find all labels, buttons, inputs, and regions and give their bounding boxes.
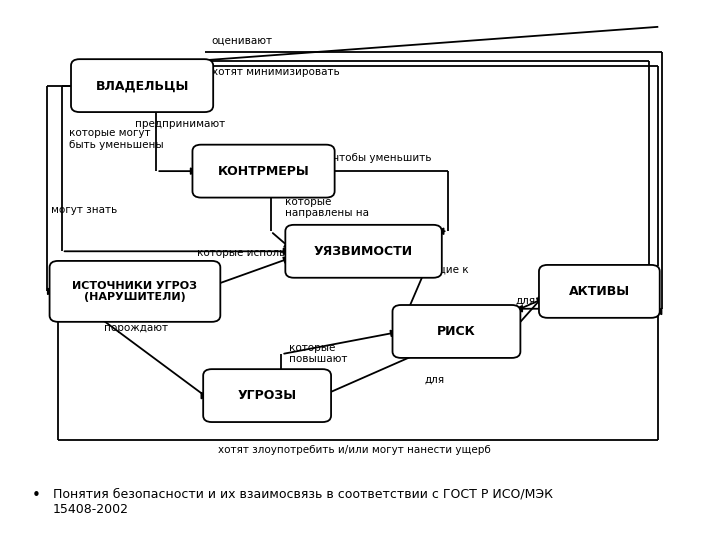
FancyBboxPatch shape xyxy=(71,59,213,112)
Text: РИСК: РИСК xyxy=(437,325,476,338)
Text: АКТИВЫ: АКТИВЫ xyxy=(569,285,630,298)
FancyBboxPatch shape xyxy=(50,261,220,322)
Text: которые
повышают: которые повышают xyxy=(289,343,347,364)
Text: которые могут
быть уменьшены: которые могут быть уменьшены xyxy=(69,129,163,150)
Text: хотят злоупотребить и/или могут нанести ущерб: хотят злоупотребить и/или могут нанести … xyxy=(218,445,491,455)
Text: для: для xyxy=(425,375,445,385)
Text: Понятия безопасности и их взаимосвязь в соответствии с ГОСТ Р ИСО/МЭК
15408-2002: Понятия безопасности и их взаимосвязь в … xyxy=(53,488,553,516)
Text: порождают: порождают xyxy=(104,323,168,333)
Text: которые
направлены на: которые направлены на xyxy=(285,197,369,218)
Text: хотят минимизировать: хотят минимизировать xyxy=(212,66,340,77)
FancyBboxPatch shape xyxy=(192,145,335,198)
Text: ведущие к: ведущие к xyxy=(410,265,469,275)
Text: ВЛАДЕЛЬЦЫ: ВЛАДЕЛЬЦЫ xyxy=(96,79,189,92)
FancyBboxPatch shape xyxy=(203,369,331,422)
Text: для: для xyxy=(516,296,536,306)
FancyBboxPatch shape xyxy=(539,265,660,318)
Text: которые используют: которые используют xyxy=(197,248,312,258)
Text: могут знать: могут знать xyxy=(51,205,117,215)
Text: •: • xyxy=(32,488,40,503)
Text: предпринимают: предпринимают xyxy=(135,119,225,129)
Text: КОНТРМЕРЫ: КОНТРМЕРЫ xyxy=(217,165,310,178)
Text: УЯЗВИМОСТИ: УЯЗВИМОСТИ xyxy=(314,245,413,258)
FancyBboxPatch shape xyxy=(285,225,442,278)
Text: УГРОЗЫ: УГРОЗЫ xyxy=(238,389,297,402)
Text: ИСТОЧНИКИ УГРОЗ
(НАРУШИТЕЛИ): ИСТОЧНИКИ УГРОЗ (НАРУШИТЕЛИ) xyxy=(73,281,197,302)
Text: чтобы уменьшить: чтобы уменьшить xyxy=(333,153,432,163)
FancyBboxPatch shape xyxy=(392,305,521,358)
Text: оценивают: оценивают xyxy=(212,36,273,46)
